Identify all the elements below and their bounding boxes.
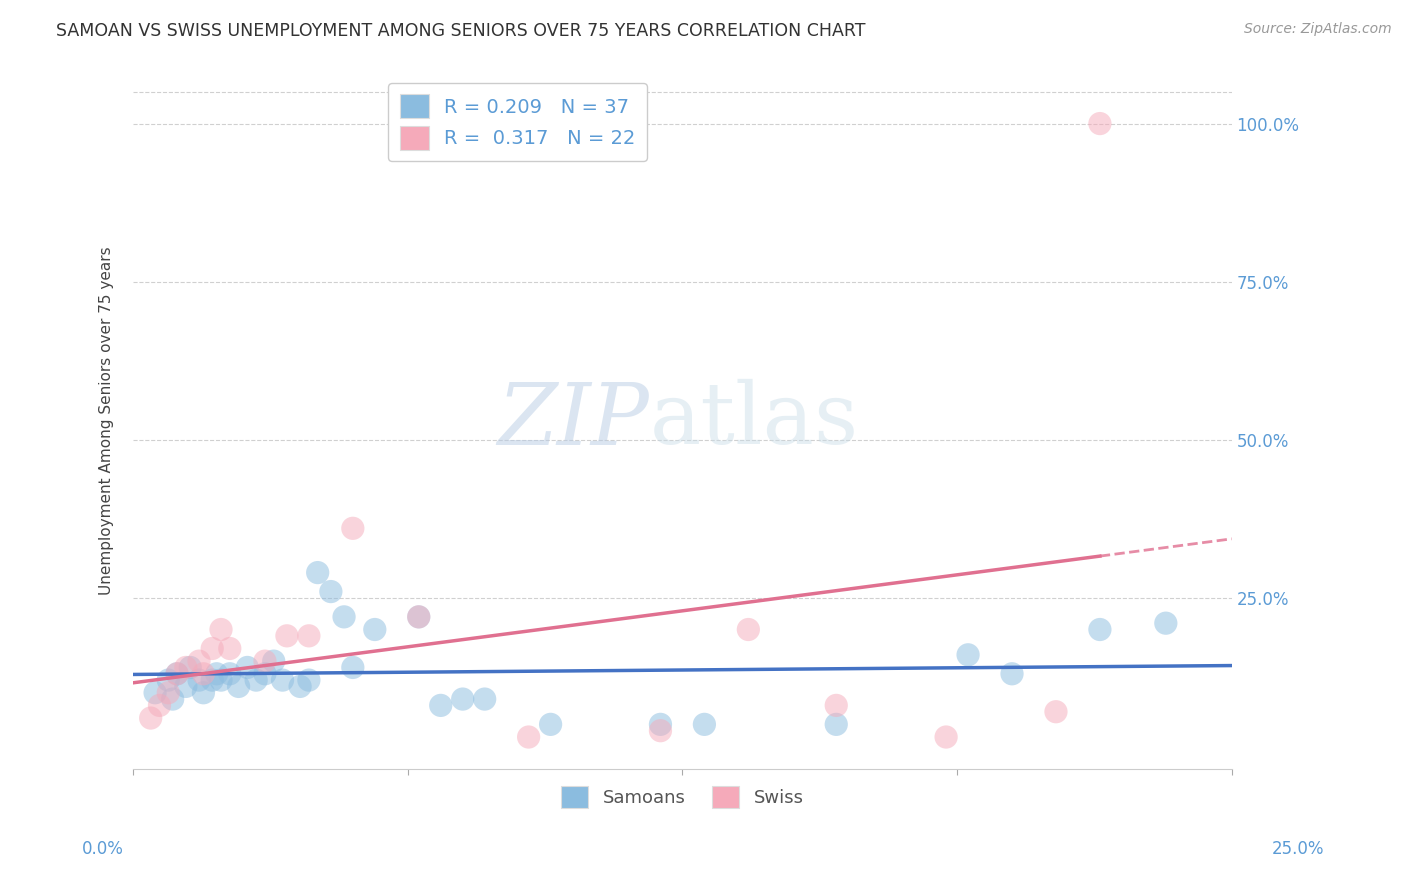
Point <box>157 686 180 700</box>
Point <box>174 660 197 674</box>
Point <box>307 566 329 580</box>
Point <box>188 654 211 668</box>
Point <box>193 686 215 700</box>
Legend: Samoans, Swiss: Samoans, Swiss <box>554 779 811 815</box>
Point <box>253 654 276 668</box>
Point <box>276 629 298 643</box>
Point <box>253 666 276 681</box>
Point <box>288 680 311 694</box>
Point <box>263 654 285 668</box>
Point <box>408 610 430 624</box>
Point <box>179 660 201 674</box>
Point <box>429 698 451 713</box>
Point <box>342 521 364 535</box>
Point <box>650 723 672 738</box>
Point <box>650 717 672 731</box>
Point <box>236 660 259 674</box>
Point <box>271 673 294 687</box>
Point <box>319 584 342 599</box>
Point <box>451 692 474 706</box>
Point <box>209 623 232 637</box>
Point <box>1088 623 1111 637</box>
Point <box>540 717 562 731</box>
Point <box>174 680 197 694</box>
Text: ZIP: ZIP <box>498 379 650 462</box>
Point <box>193 666 215 681</box>
Point <box>228 680 250 694</box>
Point <box>298 673 321 687</box>
Point <box>825 717 848 731</box>
Point <box>957 648 980 662</box>
Text: atlas: atlas <box>650 379 859 462</box>
Point <box>1001 666 1024 681</box>
Point <box>693 717 716 731</box>
Point <box>157 673 180 687</box>
Point <box>737 623 759 637</box>
Point <box>474 692 496 706</box>
Point <box>408 610 430 624</box>
Point <box>166 666 188 681</box>
Point <box>1045 705 1067 719</box>
Text: Source: ZipAtlas.com: Source: ZipAtlas.com <box>1244 22 1392 37</box>
Point <box>333 610 356 624</box>
Point <box>143 686 166 700</box>
Y-axis label: Unemployment Among Seniors over 75 years: Unemployment Among Seniors over 75 years <box>100 246 114 595</box>
Point <box>162 692 184 706</box>
Point <box>245 673 267 687</box>
Point <box>205 666 228 681</box>
Point <box>517 730 540 744</box>
Text: SAMOAN VS SWISS UNEMPLOYMENT AMONG SENIORS OVER 75 YEARS CORRELATION CHART: SAMOAN VS SWISS UNEMPLOYMENT AMONG SENIO… <box>56 22 866 40</box>
Point <box>139 711 162 725</box>
Point <box>201 673 224 687</box>
Point <box>209 673 232 687</box>
Point <box>935 730 957 744</box>
Point <box>298 629 321 643</box>
Point <box>148 698 170 713</box>
Point <box>825 698 848 713</box>
Point <box>218 666 240 681</box>
Point <box>218 641 240 656</box>
Text: 0.0%: 0.0% <box>82 839 124 857</box>
Point <box>342 660 364 674</box>
Point <box>1088 117 1111 131</box>
Point <box>364 623 387 637</box>
Text: 25.0%: 25.0% <box>1271 839 1324 857</box>
Point <box>201 641 224 656</box>
Point <box>166 666 188 681</box>
Point <box>1154 616 1177 631</box>
Point <box>188 673 211 687</box>
